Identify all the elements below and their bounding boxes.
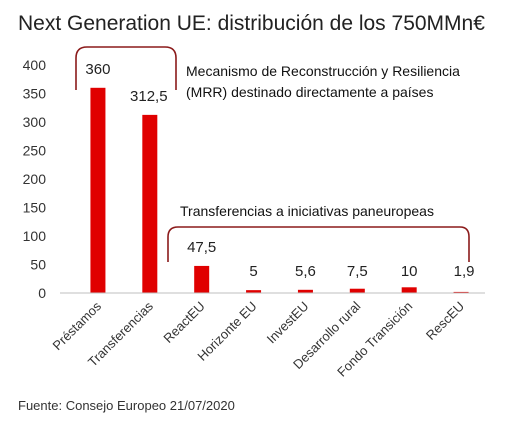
bracket-mrr bbox=[75, 46, 177, 90]
annotations: Mecanismo de Reconstrucción y Resilienci… bbox=[180, 63, 460, 219]
bar bbox=[401, 287, 417, 293]
data-label: 360 bbox=[85, 61, 110, 78]
x-tick-label: RescEU bbox=[423, 299, 467, 343]
y-tick-label: 350 bbox=[23, 86, 47, 102]
bar bbox=[194, 265, 210, 293]
y-tick-label: 0 bbox=[38, 285, 46, 301]
bar bbox=[142, 114, 158, 293]
y-tick-label: 250 bbox=[23, 143, 47, 159]
x-tick-label: InvestEU bbox=[264, 299, 312, 347]
data-label: 7,5 bbox=[347, 263, 368, 280]
bar bbox=[297, 289, 313, 293]
bar bbox=[453, 291, 469, 293]
annotation-mrr-line2: (MRR) destinado directamente a países bbox=[186, 84, 433, 100]
y-tick-label: 50 bbox=[30, 257, 46, 273]
chart-title: Next Generation UE: distribución de los … bbox=[18, 12, 485, 35]
y-tick-label: 400 bbox=[23, 57, 47, 73]
data-label: 47,5 bbox=[187, 239, 216, 256]
bar bbox=[246, 290, 262, 293]
x-tick-label: ReactEU bbox=[160, 299, 207, 346]
annotation-paneuropean: Transferencias a iniciativas paneuropeas bbox=[180, 203, 434, 219]
data-label: 5,6 bbox=[295, 263, 316, 280]
data-label: 10 bbox=[401, 263, 418, 280]
data-label: 1,9 bbox=[454, 263, 475, 280]
bracket-paneuropean bbox=[167, 226, 470, 262]
data-label: 5 bbox=[249, 263, 257, 280]
y-tick-label: 100 bbox=[23, 228, 47, 244]
source-note: Fuente: Consejo Europeo 21/07/2020 bbox=[18, 398, 235, 413]
y-tick-label: 200 bbox=[23, 171, 47, 187]
bar bbox=[349, 288, 365, 293]
data-labels: 360 312,5 47,5 5 5,6 7,5 10 1,9 bbox=[85, 61, 474, 280]
annotation-mrr-line1: Mecanismo de Reconstrucción y Resilienci… bbox=[186, 63, 460, 79]
bar bbox=[90, 87, 106, 293]
data-label: 312,5 bbox=[130, 88, 168, 105]
bars bbox=[90, 87, 469, 293]
y-tick-label: 150 bbox=[23, 200, 47, 216]
y-tick-label: 300 bbox=[23, 114, 47, 130]
x-tick-label: Préstamos bbox=[50, 298, 105, 353]
brackets bbox=[75, 46, 470, 262]
y-axis: 0 50 100 150 200 250 300 350 400 bbox=[23, 57, 47, 301]
